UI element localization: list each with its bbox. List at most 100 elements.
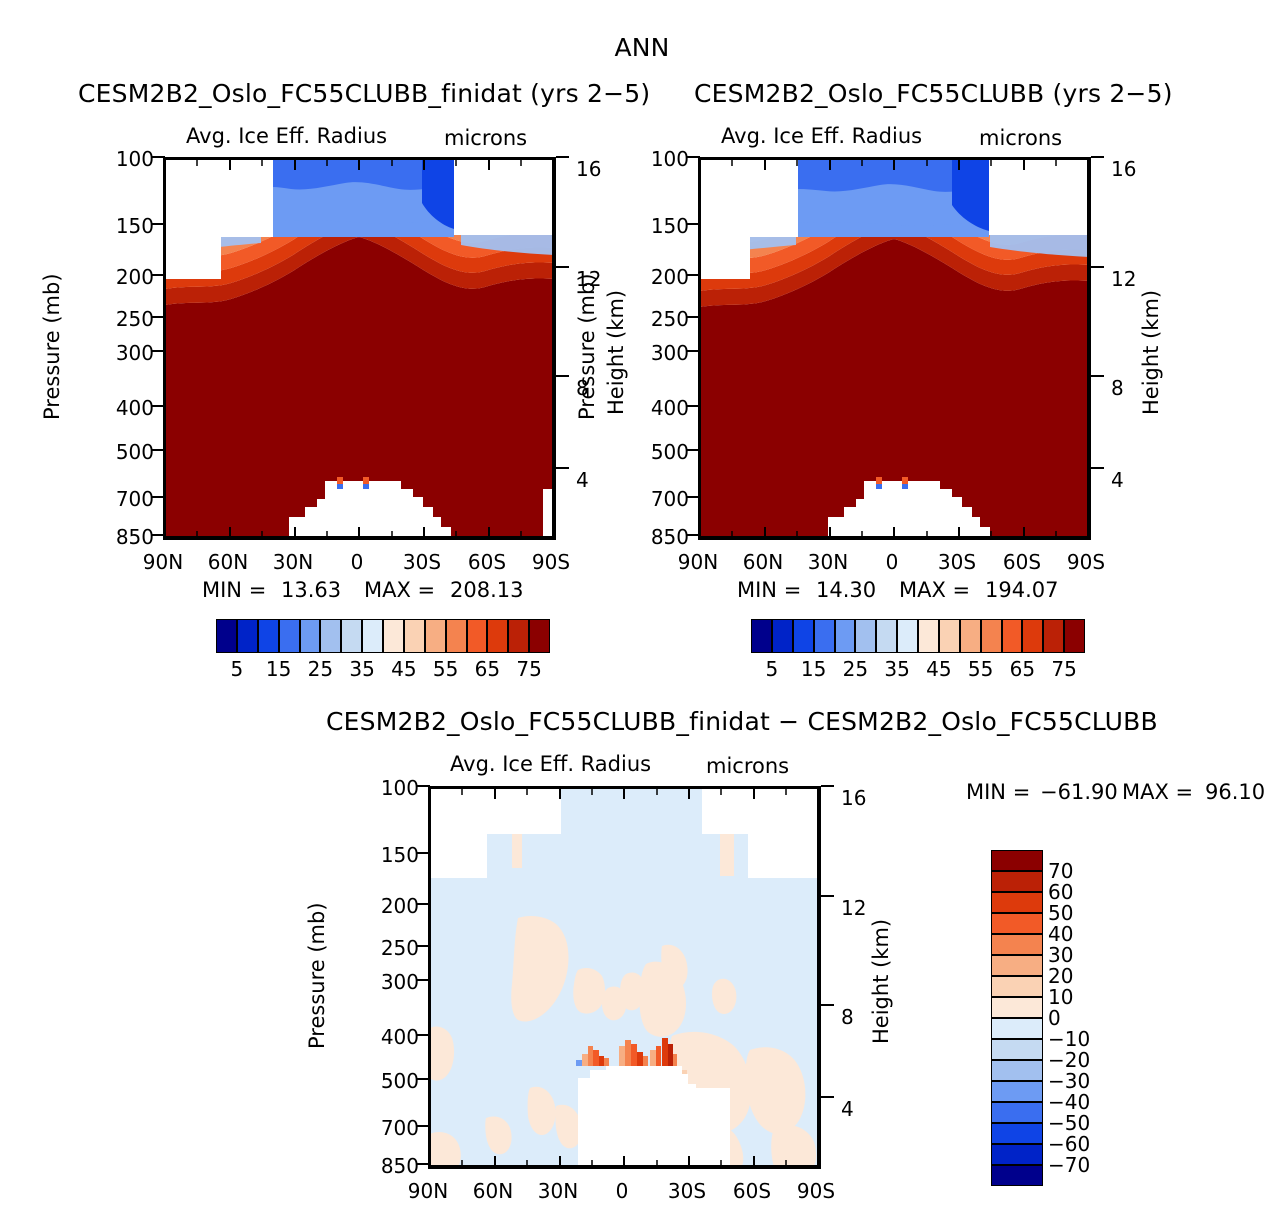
ytick-100: 100 [115, 147, 154, 171]
colorbar-cell[interactable] [299, 619, 321, 653]
colorbar-tick-label: 5 [230, 657, 244, 681]
colorbar-cell[interactable] [834, 619, 856, 653]
colorbar-cell[interactable] [876, 619, 898, 653]
ytick-d-250: 250 [380, 936, 419, 960]
colorbar-cell[interactable] [897, 619, 918, 653]
colorbar-cell[interactable] [1064, 619, 1085, 653]
colorbar-cell[interactable] [991, 892, 1043, 913]
colorbar-cell[interactable] [341, 619, 363, 653]
colorbar-tick-label: −50 [1048, 1111, 1091, 1135]
colorbar-cell[interactable] [487, 619, 509, 653]
panel-difference-contours [430, 788, 819, 1167]
colorbar-cell[interactable] [751, 619, 772, 653]
xtick-d-30S: 30S [667, 1179, 707, 1203]
panel-difference-ticks [430, 788, 819, 1167]
ytick-d-150: 150 [380, 843, 419, 867]
xtick-d-60N: 60N [472, 1179, 514, 1203]
xtick-0: 0 [350, 550, 364, 574]
colorbar-cell[interactable] [1001, 619, 1023, 653]
panel-top-left-pressure-axis-label: Pressure (mb) [40, 273, 64, 420]
xtick-90N: 90N [142, 550, 184, 574]
colorbar-cell[interactable] [959, 619, 981, 653]
colorbar-cell[interactable] [771, 619, 793, 653]
colorbar-tick-label: 55 [967, 657, 994, 681]
colorbar-cell[interactable] [991, 976, 1043, 997]
ytick-250: 250 [115, 307, 154, 331]
colorbar-cell[interactable] [991, 1081, 1043, 1102]
ytick-d-850: 850 [380, 1154, 419, 1178]
colorbar-cell[interactable] [813, 619, 835, 653]
ytick-d-700: 700 [380, 1116, 419, 1140]
xtick-d-90N: 90N [407, 1179, 449, 1203]
colorbar-cell[interactable] [991, 871, 1043, 892]
colorbar-cell[interactable] [938, 619, 960, 653]
colorbar-cell[interactable] [991, 1018, 1043, 1039]
panel-difference-pressure-axis-label: Pressure (mb) [305, 902, 329, 1049]
colorbar-tick-label: 25 [307, 657, 334, 681]
colorbar-cell[interactable] [855, 619, 877, 653]
panel-top-left-title: CESM2B2_Oslo_FC55CLUBB_finidat (yrs 2−5) [78, 79, 651, 108]
colorbar-cell[interactable] [1022, 619, 1044, 653]
panel-top-right-pressure-axis-label: Pressure (mb) [575, 273, 599, 420]
ytick-300: 300 [115, 341, 154, 365]
ytick-r-100: 100 [650, 147, 689, 171]
colorbar-cell[interactable] [1043, 619, 1065, 653]
panel-top-right-colorbar[interactable] [751, 619, 1085, 653]
ytick-500: 500 [115, 440, 154, 464]
colorbar-cell[interactable] [991, 850, 1043, 871]
colorbar-cell[interactable] [991, 955, 1043, 976]
colorbar-tick-label: 65 [1009, 657, 1036, 681]
colorbar-cell[interactable] [445, 619, 467, 653]
ytick-d-400: 400 [380, 1025, 419, 1049]
xtick-90S: 90S [531, 550, 571, 574]
ytick-r-200: 200 [650, 265, 689, 289]
colorbar-tick-label: 5 [765, 657, 779, 681]
panel-top-left-colorbar-labels: 5 15 25 35 45 55 65 75 [216, 657, 550, 683]
colorbar-cell[interactable] [991, 1039, 1043, 1060]
colorbar-cell[interactable] [403, 619, 425, 653]
colorbar-tick-label: −30 [1048, 1069, 1091, 1093]
colorbar-tick-label: 15 [800, 657, 827, 681]
colorbar-cell[interactable] [466, 619, 488, 653]
colorbar-cell[interactable] [424, 619, 446, 653]
colorbar-tick-label: 15 [265, 657, 292, 681]
colorbar-cell[interactable] [257, 619, 279, 653]
colorbar-tick-label: 35 [349, 657, 375, 681]
panel-difference-colorbar-labels: 70 60 50 40 30 20 10 0 −10 −20 −30 −40 −50 −60 −70 [1048, 850, 1118, 1186]
colorbar-cell[interactable] [991, 1144, 1043, 1165]
panel-top-right-units-label: microns [979, 126, 1063, 150]
colorbar-cell[interactable] [320, 619, 342, 653]
colorbar-cell[interactable] [529, 619, 550, 653]
colorbar-cell[interactable] [991, 1123, 1043, 1144]
colorbar-cell[interactable] [991, 997, 1043, 1018]
panel-top-right-min-value: 14.30 [816, 578, 877, 602]
ytick-r-700: 700 [650, 487, 689, 511]
colorbar-cell[interactable] [991, 1060, 1043, 1081]
colorbar-cell[interactable] [918, 619, 939, 653]
colorbar-cell[interactable] [216, 619, 237, 653]
panel-difference-max-value: 96.10 [1205, 780, 1266, 804]
panel-top-right-max-label: MAX = [899, 578, 971, 602]
colorbar-cell[interactable] [362, 619, 383, 653]
colorbar-cell[interactable] [991, 913, 1043, 934]
panel-difference-title: CESM2B2_Oslo_FC55CLUBB_finidat − CESM2B2… [326, 707, 1158, 736]
colorbar-cell[interactable] [508, 619, 530, 653]
ytick-200: 200 [115, 265, 154, 289]
ytick-r-250: 250 [650, 307, 689, 331]
colorbar-cell[interactable] [980, 619, 1002, 653]
colorbar-cell[interactable] [236, 619, 258, 653]
panel-top-left-colorbar[interactable] [216, 619, 550, 653]
panel-top-left-max-value: 208.13 [450, 578, 524, 602]
panel-difference-units-label: microns [706, 754, 790, 778]
colorbar-tick-label: −60 [1048, 1132, 1091, 1156]
colorbar-cell[interactable] [991, 934, 1043, 955]
colorbar-cell[interactable] [991, 1102, 1043, 1123]
colorbar-cell[interactable] [278, 619, 300, 653]
ytick-d-200: 200 [380, 894, 419, 918]
colorbar-cell[interactable] [383, 619, 404, 653]
colorbar-cell[interactable] [792, 619, 814, 653]
xtick-30N: 30N [272, 550, 314, 574]
panel-difference-colorbar[interactable] [991, 850, 1043, 1186]
colorbar-tick-label: 60 [1048, 880, 1074, 904]
colorbar-cell[interactable] [991, 1165, 1043, 1186]
